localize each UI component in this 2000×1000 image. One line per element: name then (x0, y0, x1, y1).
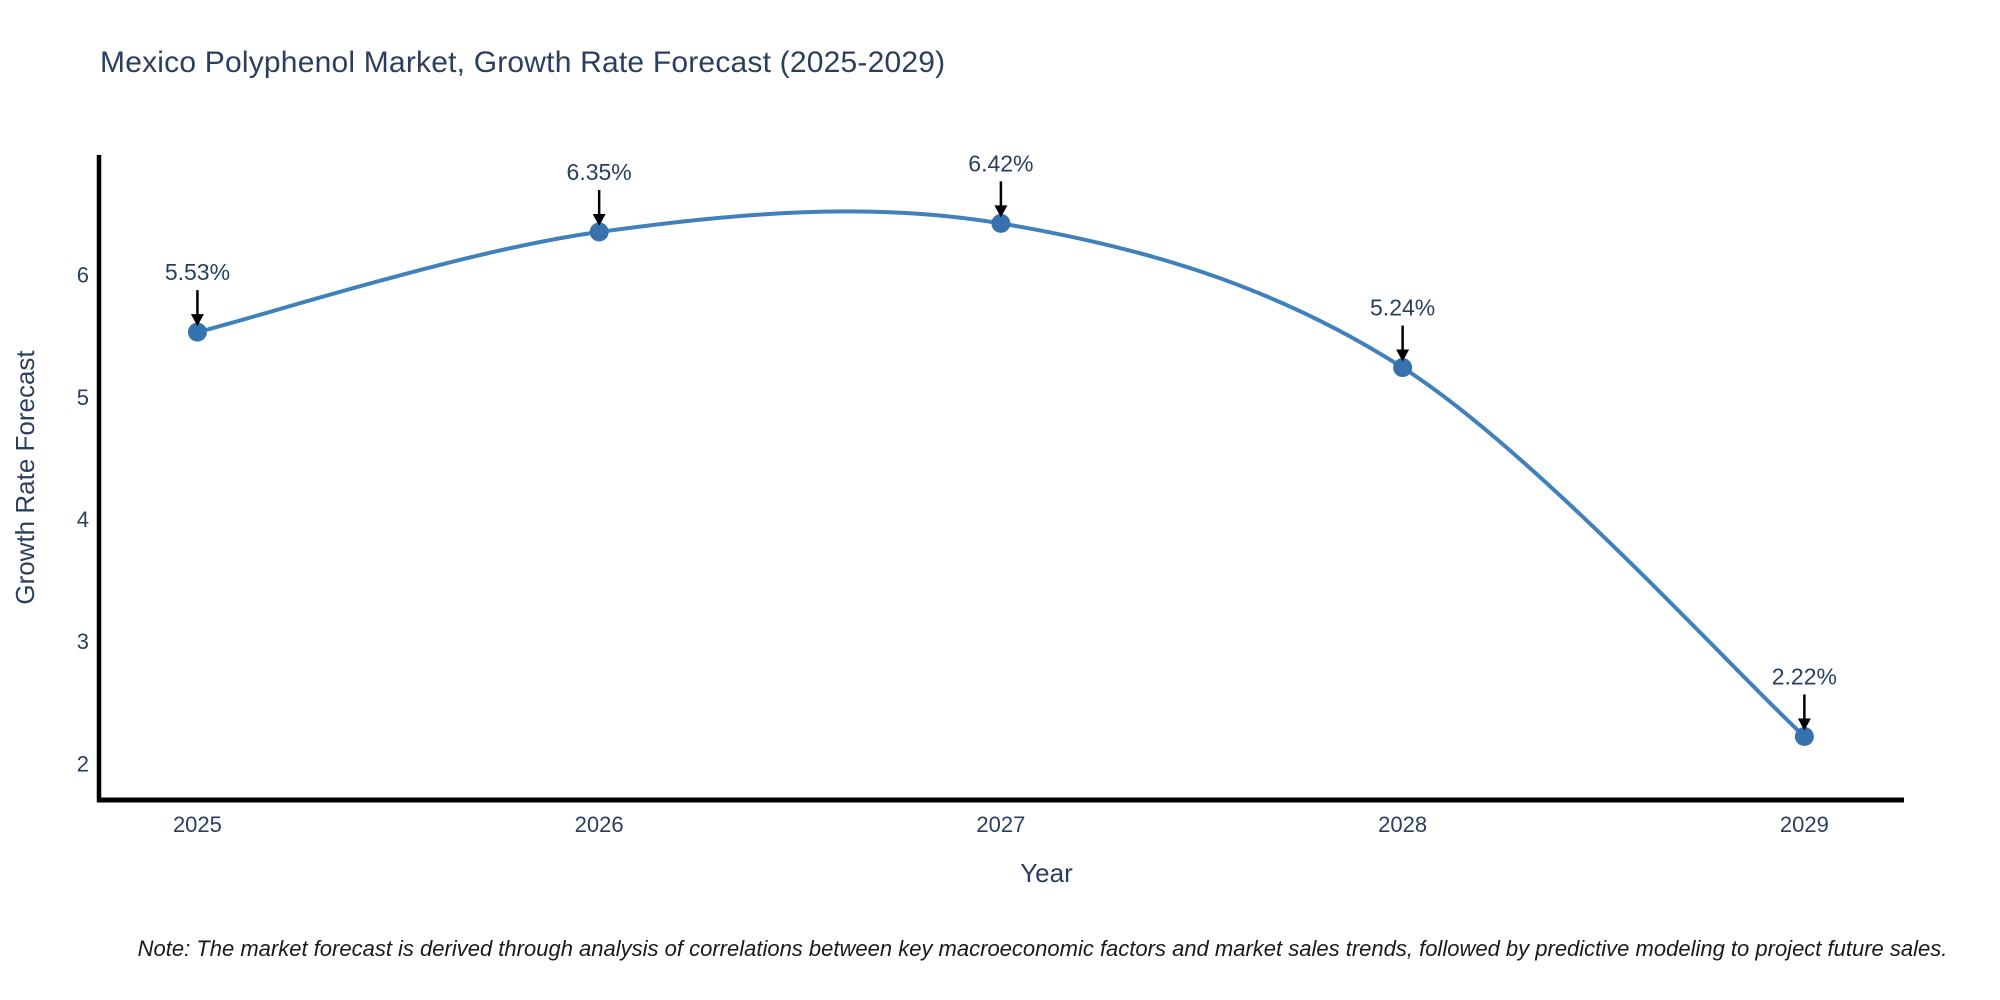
data-point-marker[interactable] (187, 322, 207, 342)
growth-rate-series-line (195, 209, 1807, 739)
annotation-arrow-head-icon (592, 213, 606, 226)
data-point-label: 5.53% (165, 259, 230, 285)
y-axis-title: Growth Rate Forecast (10, 350, 40, 605)
data-point-marker[interactable] (589, 222, 609, 242)
data-point-label: 5.24% (1370, 295, 1435, 321)
annotation-arrow-head-icon (1396, 349, 1410, 362)
annotation-arrow-head-icon (994, 205, 1008, 218)
y-tick-label: 2 (77, 751, 89, 776)
x-tick-label: 2025 (173, 812, 222, 837)
x-tick-label: 2027 (976, 812, 1025, 837)
data-point-label: 6.42% (968, 150, 1033, 176)
data-point-marker[interactable] (991, 213, 1011, 233)
data-point-label: 6.35% (567, 159, 632, 185)
x-axis-title: Year (1020, 858, 1073, 888)
chart-footnote: Note: The market forecast is derived thr… (137, 936, 1948, 961)
x-tick-label: 2029 (1780, 812, 1829, 837)
y-tick-label: 6 (77, 263, 89, 288)
y-tick-label: 5 (77, 385, 89, 410)
annotation-arrow-head-icon (190, 314, 204, 327)
data-point-marker[interactable] (1393, 358, 1413, 378)
data-point-marker[interactable] (1794, 726, 1814, 746)
y-tick-label: 4 (77, 507, 89, 532)
data-point-label: 2.22% (1772, 663, 1837, 689)
x-tick-label: 2026 (575, 812, 624, 837)
x-tick-label: 2028 (1378, 812, 1427, 837)
annotation-arrow-head-icon (1797, 718, 1811, 731)
y-tick-label: 3 (77, 629, 89, 654)
chart-title: Mexico Polyphenol Market, Growth Rate Fo… (100, 46, 946, 79)
